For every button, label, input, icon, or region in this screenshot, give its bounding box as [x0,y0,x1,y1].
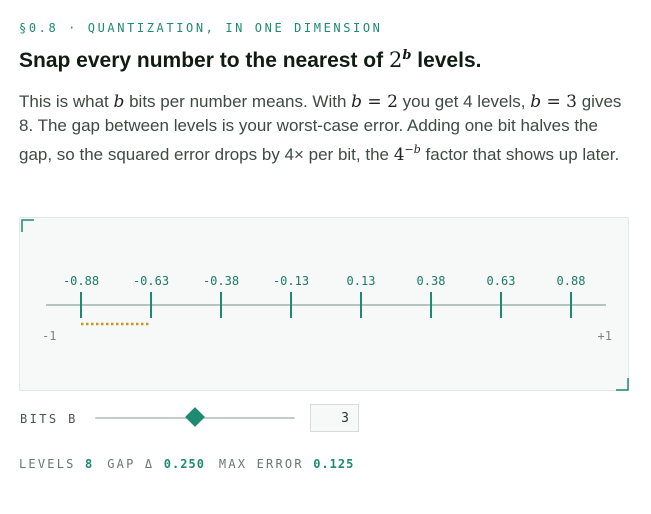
levels-label: LEVELS [19,457,76,471]
max-error-value: 0.125 [313,457,355,471]
gap-value: 0.250 [163,457,205,471]
quantization-number-line: -0.88 -0.63 -0.38 -0.13 0.13 0.38 0.63 0.88 -1 … [19,217,629,391]
level-label: -0.13 [273,274,309,288]
body-text-4: gives 8. The gap between levels is your … [19,92,622,164]
gap-label: GAP Δ [107,457,155,471]
bits-slider[interactable] [95,407,295,427]
level-label: 0.13 [347,274,376,288]
quantization-levels: -0.88 -0.63 -0.38 -0.13 0.13 0.38 0.63 0.88 [63,274,586,318]
axis-min-label: -1 [42,329,56,343]
stats-readout: LEVELS 8 GAP Δ 0.250 MAX ERROR 0.125 [19,457,368,471]
math-b-3: b [530,92,542,112]
slider-thumb[interactable] [185,407,205,427]
title-math-exponent: b [402,48,412,63]
level-label: -0.63 [133,274,169,288]
body-text-5: factor that shows up later. [420,145,620,164]
level-label: 0.63 [487,274,516,288]
section-eyebrow: §0.8 · QUANTIZATION, IN ONE DIMENSION [19,21,383,35]
level-label: -0.38 [203,274,239,288]
number-line-svg: -0.88 -0.63 -0.38 -0.13 0.13 0.38 0.63 0.88 -1 … [21,219,629,391]
title-text-pre: Snap every number to the nearest of [19,49,389,72]
corner-bracket-top-left [21,219,34,232]
math-b-1: b [113,92,125,112]
math-neg-b-exponent: −b [404,143,421,156]
max-error-label: MAX ERROR [218,457,304,471]
title-math-base: 2 [388,48,403,72]
math-eq-2: = 2 [362,92,398,112]
level-label: 0.88 [557,274,586,288]
bits-number-input[interactable] [310,404,359,432]
page-title: Snap every number to the nearest of 2b l… [19,48,481,73]
explanation-paragraph: This is what b bits per number means. Wi… [19,90,634,167]
math-eq-3: = 3 [541,92,577,112]
title-text-post: levels. [411,49,482,72]
math-b-2: b [351,92,363,112]
level-label: -0.88 [63,274,99,288]
levels-value: 8 [85,457,94,471]
body-text-1: This is what [19,92,114,111]
body-text-2: bits per number means. With [124,92,352,111]
bits-label: BITS B [20,412,78,426]
bits-control: BITS B [19,404,364,432]
axis-max-label: +1 [598,329,612,343]
body-text-3: you get 4 levels, [397,92,531,111]
level-label: 0.38 [417,274,446,288]
math-four-base: 4 [393,145,405,165]
corner-bracket-bottom-right [616,378,629,391]
